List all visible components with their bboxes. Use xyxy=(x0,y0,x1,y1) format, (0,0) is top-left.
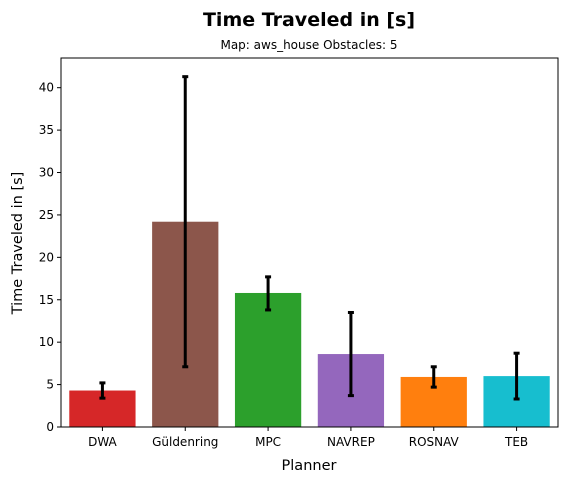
x-tick-label: MPC xyxy=(255,435,281,449)
y-tick-label: 30 xyxy=(39,166,54,180)
bar xyxy=(234,292,302,427)
y-tick-label: 25 xyxy=(39,208,54,222)
error-bars-group xyxy=(99,75,520,401)
x-tick-label: Güldenring xyxy=(152,435,218,449)
x-axis-label: Planner xyxy=(282,458,337,474)
x-tick-label: TEB xyxy=(504,435,528,449)
x-axis: DWA Güldenring MPC NAVREP ROSNAV TEB xyxy=(88,427,528,449)
plot-frame xyxy=(60,57,559,428)
y-tick-label: 5 xyxy=(46,378,54,392)
x-tick-label: NAVREP xyxy=(327,435,375,449)
bars-group xyxy=(69,221,550,427)
y-tick-label: 10 xyxy=(39,335,54,349)
y-axis-label: Time Traveled in [s] xyxy=(10,172,26,316)
chart-title: Time Traveled in [s] xyxy=(203,9,415,31)
y-tick-label: 40 xyxy=(39,81,54,95)
y-tick-label: 35 xyxy=(39,123,54,137)
y-tick-label: 15 xyxy=(39,293,54,307)
x-tick-label: DWA xyxy=(88,435,117,449)
chart-subtitle: Map: aws_house Obstacles: 5 xyxy=(220,38,397,52)
x-tick-label: ROSNAV xyxy=(409,435,460,449)
y-tick-label: 20 xyxy=(39,250,54,264)
y-tick-label: 0 xyxy=(46,420,54,434)
y-axis: 0 5 10 15 20 25 30 35 40 xyxy=(39,81,61,434)
